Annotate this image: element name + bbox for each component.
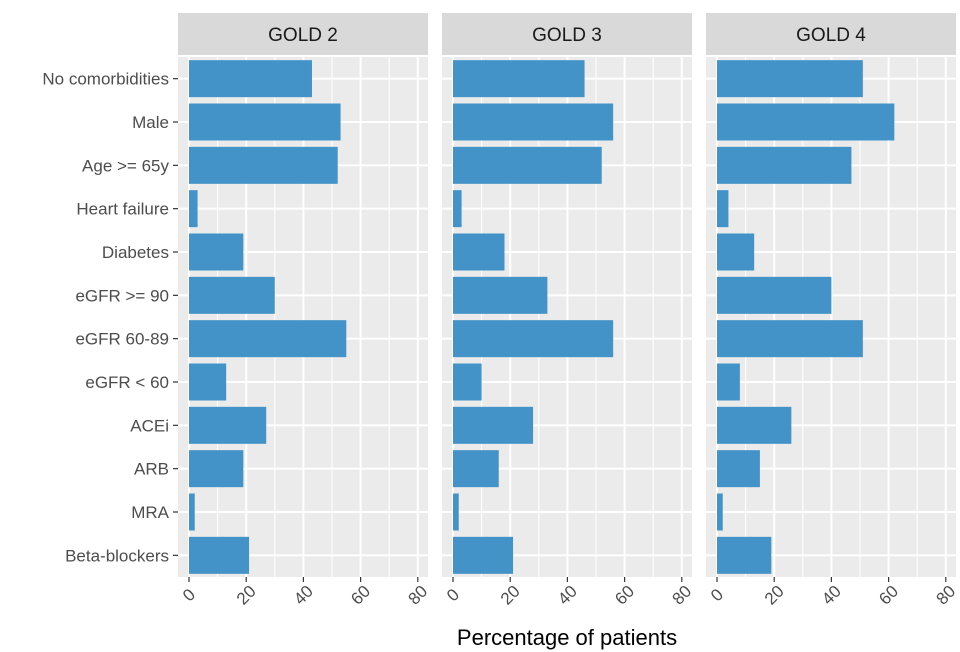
category-label: Diabetes (102, 243, 169, 262)
x-tick-label: 60 (347, 582, 374, 609)
bar-1-11 (453, 536, 514, 574)
bar-2-0 (717, 60, 863, 98)
bar-2-8 (717, 406, 792, 444)
facet-strip (178, 13, 428, 55)
x-tick-label: 60 (611, 582, 638, 609)
bar-1-4 (453, 233, 505, 271)
bar-2-6 (717, 320, 863, 358)
bar-1-5 (453, 276, 548, 314)
bar-2-1 (717, 103, 895, 141)
bar-2-5 (717, 276, 832, 314)
bar-1-10 (453, 493, 459, 531)
x-tick-label: 0 (443, 585, 463, 605)
bar-1-1 (453, 103, 614, 141)
bar-0-1 (189, 103, 341, 141)
category-label: ACEi (130, 416, 169, 435)
bar-2-2 (717, 146, 852, 184)
bar-1-3 (453, 190, 462, 228)
category-label: Age >= 65y (82, 156, 169, 175)
x-tick-label: 20 (233, 582, 260, 609)
bar-0-9 (189, 450, 244, 488)
bar-2-3 (717, 190, 729, 228)
category-label: eGFR < 60 (85, 373, 169, 392)
bar-0-10 (189, 493, 195, 531)
facet-strip-label: GOLD 4 (796, 25, 866, 46)
x-tick-label: 40 (554, 582, 581, 609)
bar-2-4 (717, 233, 755, 271)
category-label: MRA (131, 503, 169, 522)
bar-2-11 (717, 536, 772, 574)
facet-strip (706, 13, 956, 55)
bar-0-5 (189, 276, 275, 314)
bar-0-11 (189, 536, 250, 574)
x-tick-label: 0 (179, 585, 199, 605)
x-tick-label: 40 (818, 582, 845, 609)
bar-1-9 (453, 450, 499, 488)
bar-2-7 (717, 363, 740, 401)
category-label: eGFR 60-89 (75, 330, 169, 349)
facet-strip (442, 13, 692, 55)
facet-strip-label: GOLD 3 (532, 25, 602, 46)
bar-1-2 (453, 146, 602, 184)
bar-0-8 (189, 406, 267, 444)
bar-0-6 (189, 320, 347, 358)
bar-0-3 (189, 190, 198, 228)
category-label: Beta-blockers (65, 546, 169, 565)
bar-0-4 (189, 233, 244, 271)
facet-strip-label: GOLD 2 (268, 25, 338, 46)
bar-0-7 (189, 363, 227, 401)
bar-1-8 (453, 406, 534, 444)
x-tick-label: 40 (290, 582, 317, 609)
category-label: ARB (134, 460, 169, 479)
bar-1-6 (453, 320, 614, 358)
bar-0-2 (189, 146, 338, 184)
x-tick-label: 80 (933, 582, 960, 609)
bar-1-0 (453, 60, 585, 98)
category-label: No comorbidities (42, 70, 169, 89)
x-tick-label: 20 (497, 582, 524, 609)
bar-1-7 (453, 363, 482, 401)
bar-2-9 (717, 450, 760, 488)
x-tick-label: 20 (761, 582, 788, 609)
x-tick-label: 80 (669, 582, 696, 609)
category-label: Heart failure (76, 200, 169, 219)
x-tick-label: 60 (875, 582, 902, 609)
bar-2-10 (717, 493, 723, 531)
x-tick-label: 80 (405, 582, 432, 609)
bar-0-0 (189, 60, 312, 98)
category-label: eGFR >= 90 (75, 286, 169, 305)
x-axis-title: Percentage of patients (457, 625, 677, 650)
x-tick-label: 0 (707, 585, 727, 605)
category-label: Male (132, 113, 169, 132)
